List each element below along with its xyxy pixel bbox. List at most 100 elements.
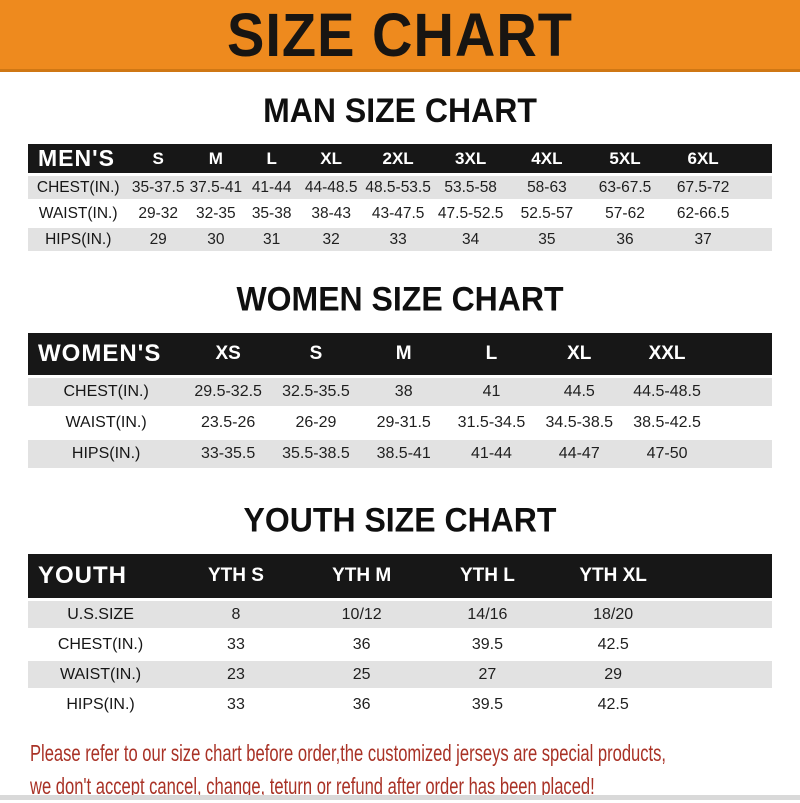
youth-value-cell: 42.5 [550,691,677,718]
youth-value-cell: 23 [173,661,299,688]
youth-row-label: HIPS(IN.) [28,691,174,718]
youth-value-cell: 27 [424,661,551,688]
youth-value-cell: 14/16 [424,601,551,628]
women-row-label: CHEST(IN.) [28,378,185,406]
header-spacer [742,144,772,173]
men-value-cell: 35-38 [243,202,300,225]
header-spacer [676,554,772,598]
men-value-cell: 37 [664,228,743,251]
youth-size-chart-heading: YOUTH SIZE CHART [243,500,557,540]
disclaimer-line-2: we don't accept cancel, change, teturn o… [30,773,595,799]
men-size-column-header: 5XL [585,144,665,173]
women-size-column-header: M [359,333,448,375]
man-size-chart-heading: MAN SIZE CHART [263,90,537,130]
men-value-cell: 32-35 [187,202,244,225]
men-measurement-row: WAIST(IN.) 29-32 32-35 35-38 38-43 43-47.5 47.… [28,202,772,225]
women-value-cell: 38.5-41 [359,440,448,468]
youth-value-cell: 8 [173,601,299,628]
row-spacer [710,378,772,406]
bottom-edge-strip [0,795,800,800]
women-measurement-row: WAIST(IN.) 23.5-26 26-29 29-31.5 31.5-34.5 34… [28,409,772,437]
women-value-cell: 32.5-35.5 [272,378,360,406]
youth-value-cell: 39.5 [424,631,551,658]
youth-measurement-row: U.S.SIZE 8 10/12 14/16 18/20 [28,601,772,628]
men-size-column-header: XL [299,144,363,173]
header-spacer [710,333,772,375]
women-value-cell: 31.5-34.5 [447,409,536,437]
women-value-cell: 26-29 [272,409,360,437]
youth-value-cell: 33 [173,631,299,658]
women-size-column-header: XL [535,333,624,375]
men-value-cell: 35 [507,228,586,251]
women-size-chart-heading: WOMEN SIZE CHART [236,279,564,318]
men-value-cell: 47.5-52.5 [433,202,508,225]
size-chart-banner: SIZE CHART [0,0,800,72]
youth-value-cell: 10/12 [298,601,425,628]
men-row-label: CHEST(IN.) [28,176,129,199]
youth-value-cell: 39.5 [424,691,551,718]
youth-row-label: WAIST(IN.) [28,661,174,688]
men-value-cell: 58-63 [507,176,586,199]
youth-size-column-header: YTH M [298,554,425,598]
youth-value-cell: 29 [550,661,677,688]
men-value-cell: 41-44 [243,176,300,199]
women-size-column-header: S [272,333,360,375]
women-size-table: WOMEN'S XS S M L XL XXL CHEST(IN.) 29.5-32.5 32.5… [28,330,772,471]
women-measurement-row: CHEST(IN.) 29.5-32.5 32.5-35.5 38 41 44.5 44.5… [28,378,772,406]
men-value-cell: 53.5-58 [433,176,508,199]
men-size-table: MEN'S S M L XL 2XL 3XL 4XL 5XL 6XL CHEST(IN.) 35-37… [28,141,772,254]
men-value-cell: 31 [243,228,300,251]
men-size-column-header: 4XL [507,144,586,173]
disclaimer-text: Please refer to our size chart before or… [30,737,800,803]
men-value-cell: 62-66.5 [664,202,743,225]
men-value-cell: 44-48.5 [299,176,363,199]
men-size-column-header: 6XL [664,144,743,173]
disclaimer-line-1: Please refer to our size chart before or… [30,740,667,766]
banner-title: SIZE CHART [227,0,573,69]
youth-size-table: YOUTH YTH S YTH M YTH L YTH XL U.S.SIZE 8 10/12… [28,551,772,721]
youth-row-label: U.S.SIZE [28,601,174,628]
men-value-cell: 52.5-57 [507,202,586,225]
men-size-column-header: L [243,144,300,173]
women-value-cell: 44.5 [535,378,624,406]
men-value-cell: 48.5-53.5 [362,176,434,199]
women-value-cell: 38 [359,378,448,406]
women-value-cell: 23.5-26 [184,409,273,437]
men-value-cell: 35-37.5 [128,176,188,199]
men-measurement-row: HIPS(IN.) 29 30 31 32 33 34 35 36 37 [28,228,772,251]
youth-value-cell: 25 [298,661,425,688]
row-spacer [676,601,772,628]
men-value-cell: 63-67.5 [585,176,665,199]
men-size-column-header: 2XL [362,144,434,173]
men-table-header-row: MEN'S S M L XL 2XL 3XL 4XL 5XL 6XL [28,144,772,173]
youth-table-header-row: YOUTH YTH S YTH M YTH L YTH XL [28,554,772,598]
men-row-label: HIPS(IN.) [28,228,129,251]
row-spacer [742,176,772,199]
women-measurement-row: HIPS(IN.) 33-35.5 35.5-38.5 38.5-41 41-44 44-… [28,440,772,468]
youth-measurement-row: WAIST(IN.) 23 25 27 29 [28,661,772,688]
women-table-title: WOMEN'S [28,333,185,375]
youth-measurement-row: HIPS(IN.) 33 36 39.5 42.5 [28,691,772,718]
men-value-cell: 57-62 [585,202,665,225]
men-table-title: MEN'S [28,144,129,173]
youth-measurement-row: CHEST(IN.) 33 36 39.5 42.5 [28,631,772,658]
men-size-column-header: S [128,144,188,173]
men-measurement-row: CHEST(IN.) 35-37.5 37.5-41 41-44 44-48.5 48.5… [28,176,772,199]
men-size-column-header: M [187,144,244,173]
men-size-column-header: 3XL [433,144,508,173]
youth-value-cell: 33 [173,691,299,718]
women-value-cell: 47-50 [623,440,711,468]
row-spacer [742,202,772,225]
youth-size-column-header: YTH L [424,554,551,598]
women-table-header-row: WOMEN'S XS S M L XL XXL [28,333,772,375]
women-value-cell: 33-35.5 [184,440,273,468]
men-value-cell: 30 [187,228,244,251]
men-value-cell: 34 [433,228,508,251]
youth-value-cell: 42.5 [550,631,677,658]
women-value-cell: 35.5-38.5 [272,440,360,468]
men-value-cell: 67.5-72 [664,176,743,199]
men-row-label: WAIST(IN.) [28,202,129,225]
women-size-column-header: L [447,333,536,375]
women-value-cell: 41-44 [447,440,536,468]
women-value-cell: 29-31.5 [359,409,448,437]
